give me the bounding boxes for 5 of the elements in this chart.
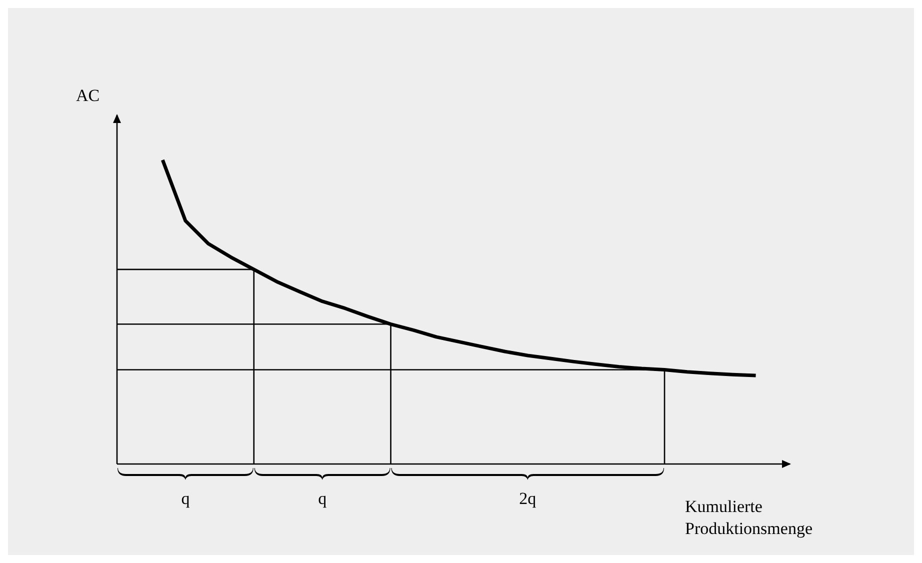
text: q (318, 489, 328, 508)
text: 2q (519, 489, 537, 508)
y-axis-title: AC (76, 86, 100, 105)
text: q (181, 489, 190, 508)
x-axis-title: Kumulierte Produktionsmenge (685, 496, 814, 540)
